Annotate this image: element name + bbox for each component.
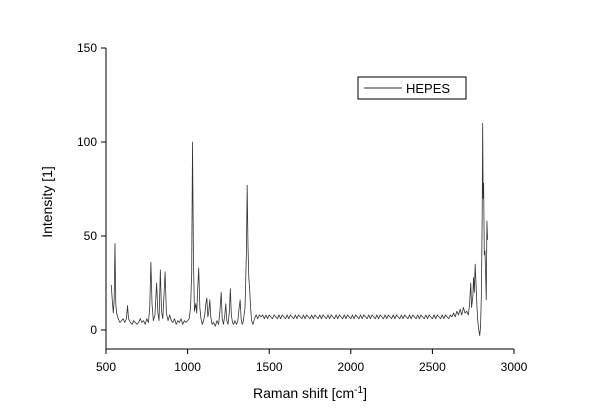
x-axis-title: Raman shift [cm-1] (253, 385, 367, 401)
series-line-hepes (110, 122, 488, 337)
x-tick-label: 2500 (419, 360, 446, 374)
y-tick-label: 0 (90, 323, 97, 337)
x-tick-label: 500 (96, 360, 116, 374)
y-tick-label: 50 (84, 229, 98, 243)
y-tick-label: 150 (77, 41, 97, 55)
x-axis-title-end: ] (363, 385, 367, 401)
series-layer (110, 122, 488, 337)
y-tick-label: 100 (77, 135, 97, 149)
y-axis-title: Intensity [1] (39, 166, 55, 238)
plot-frame (105, 48, 514, 350)
legend: HEPES (357, 76, 467, 100)
x-tick-label: 1500 (256, 360, 283, 374)
y-axis-ticks: 0 50 100 150 (77, 41, 106, 337)
x-tick-label: 3000 (501, 360, 528, 374)
x-tick-label: 1000 (174, 360, 201, 374)
x-axis-title-superscript: -1 (354, 385, 363, 396)
x-axis-title-main: Raman shift [cm (253, 385, 354, 401)
x-tick-label: 2000 (337, 360, 364, 374)
x-axis-ticks: 500 1000 1500 2000 2500 3000 (96, 349, 528, 374)
legend-box (357, 76, 467, 100)
legend-label-hepes: HEPES (406, 81, 450, 96)
